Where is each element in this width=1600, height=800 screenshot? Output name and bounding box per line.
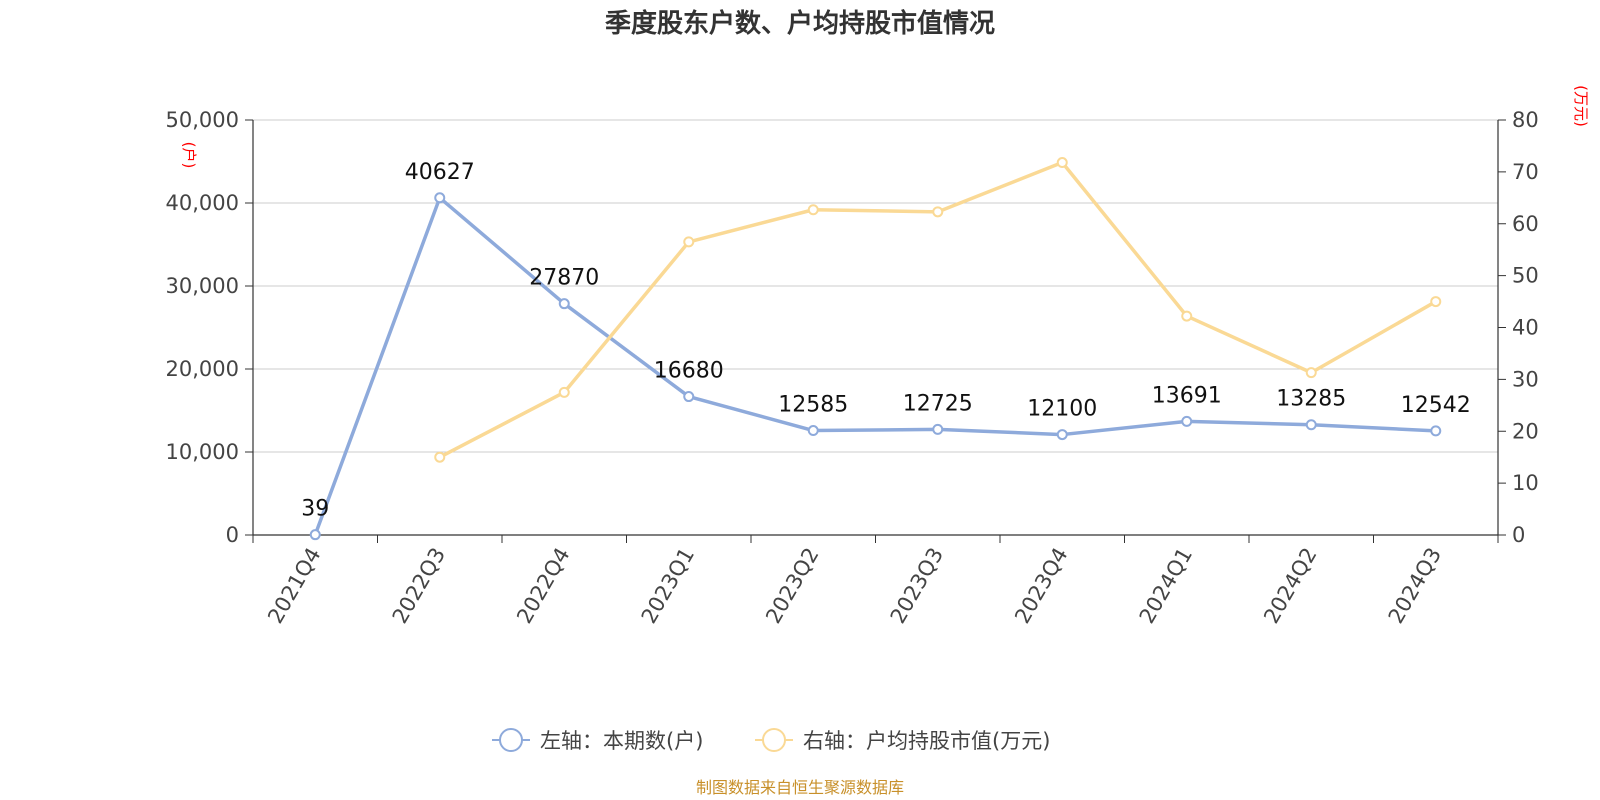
data-point-right	[807, 204, 819, 216]
data-point-right	[434, 451, 446, 463]
legend-label-right: 右轴：户均持股市值(万元)	[803, 729, 1050, 753]
legend-item-right-series[interactable]: 右轴：户均持股市值(万元)	[755, 728, 1050, 753]
x-tick-label: 2022Q3	[388, 544, 450, 628]
data-label: 27870	[529, 266, 599, 291]
series	[309, 157, 1442, 541]
data-point-left	[434, 192, 446, 204]
axes: 0 10,000 20,000 30,000 40,000 50,000 0 10 20 30 40…	[166, 108, 1539, 628]
data-point-left	[1056, 429, 1068, 441]
right-tick-label: 0	[1512, 523, 1525, 547]
left-tick-label: 0	[226, 523, 239, 547]
right-tick-label: 50	[1512, 264, 1539, 288]
data-point-left	[558, 298, 570, 310]
data-point-left	[1305, 419, 1317, 431]
source-note: 制图数据来自恒生聚源数据库	[696, 778, 904, 797]
data-label: 13285	[1276, 387, 1346, 412]
x-tick-label: 2021Q4	[263, 544, 325, 628]
data-point-right	[1305, 367, 1317, 379]
data-point-right	[683, 236, 695, 248]
right-tick-label: 40	[1512, 316, 1539, 340]
legend-marker-right	[762, 728, 786, 752]
data-label: 16680	[654, 359, 724, 384]
data-point-right	[1181, 310, 1193, 322]
legend-item-left-series[interactable]: 左轴：本期数(户)	[492, 728, 703, 753]
left-tick-label: 20,000	[166, 357, 239, 381]
data-point-left	[807, 425, 819, 437]
right-tick-label: 10	[1512, 471, 1539, 495]
data-point-left	[1181, 415, 1193, 427]
x-tick-label: 2022Q4	[512, 544, 574, 628]
data-label: 12100	[1027, 397, 1097, 422]
data-label: 12585	[778, 393, 848, 418]
data-label: 12542	[1401, 393, 1471, 418]
left-tick-label: 40,000	[166, 191, 239, 215]
right-tick-label: 60	[1512, 212, 1539, 236]
data-labels: 39 40627 27870 16680 12585 12725 12100 13691 132…	[301, 160, 1471, 522]
series-line-left	[313, 196, 1436, 536]
x-tick-label: 2024Q2	[1259, 544, 1321, 628]
left-axis-unit: (户)	[180, 142, 198, 169]
legend: 左轴：本期数(户) 右轴：户均持股市值(万元)	[492, 728, 1050, 753]
data-point-right	[558, 386, 570, 398]
data-label: 12725	[903, 391, 973, 416]
data-point-left	[932, 423, 944, 435]
data-point-right	[932, 206, 944, 218]
chart-title: 季度股东户数、户均持股市值情况	[605, 8, 995, 39]
data-point-right	[1056, 157, 1068, 169]
x-tick-label: 2023Q2	[761, 544, 823, 628]
grid-lines	[253, 119, 1498, 453]
x-tick-label: 2023Q4	[1010, 544, 1072, 628]
legend-marker-left	[499, 728, 523, 752]
data-point-left	[1430, 425, 1442, 437]
data-label: 13691	[1152, 383, 1222, 408]
left-tick-label: 50,000	[166, 108, 239, 132]
data-point-left	[309, 529, 321, 541]
right-axis-unit: (万元)	[1572, 85, 1590, 127]
right-tick-label: 20	[1512, 419, 1539, 443]
x-tick-label: 2024Q1	[1135, 544, 1197, 628]
x-tick-label: 2023Q1	[637, 544, 699, 628]
left-tick-label: 10,000	[166, 440, 239, 464]
data-label: 39	[301, 497, 329, 522]
data-point-left	[683, 391, 695, 403]
data-label: 40627	[405, 160, 475, 185]
right-tick-label: 70	[1512, 160, 1539, 184]
data-point-right	[1430, 296, 1442, 308]
x-tick-label: 2023Q3	[886, 544, 948, 628]
x-tick-label: 2024Q3	[1384, 544, 1446, 628]
legend-label-left: 左轴：本期数(户)	[540, 729, 703, 753]
right-tick-label: 30	[1512, 367, 1539, 391]
right-tick-label: 80	[1512, 108, 1539, 132]
left-tick-label: 30,000	[166, 274, 239, 298]
